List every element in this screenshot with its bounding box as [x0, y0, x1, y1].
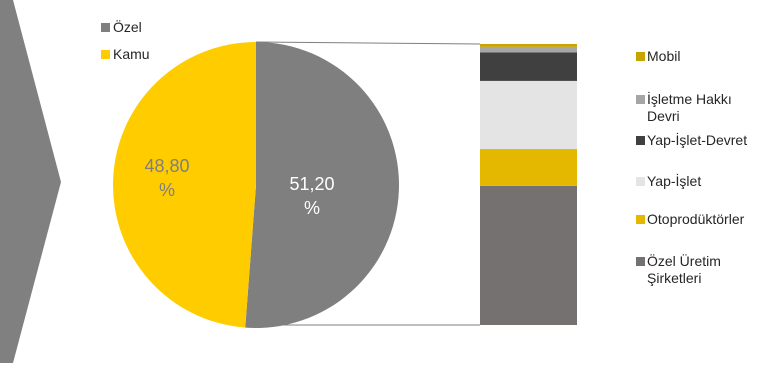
bar-segment — [480, 185, 577, 325]
legend-label: Şirketleri — [647, 270, 701, 286]
pie-data-label: 51,20 — [289, 174, 334, 194]
legend-swatch — [636, 52, 645, 61]
connector-top — [255, 41, 481, 45]
pie-data-label-unit: % — [304, 198, 320, 218]
pie-chart: 51,20% 48,80% — [112, 42, 399, 328]
legend-label: Otoprodüktörler — [647, 211, 745, 227]
legend-swatch — [636, 215, 645, 224]
legend-label: Mobil — [647, 48, 680, 64]
legend-label: Özel Üretim — [647, 252, 721, 269]
pie-slice-kamu — [112, 42, 256, 328]
legend-label: Yap-İşlet-Devret — [647, 131, 747, 148]
legend-swatch — [636, 95, 645, 104]
stacked-bar — [480, 44, 577, 325]
pie-legend: Özel Kamu — [101, 18, 150, 62]
legend-swatch — [636, 177, 645, 186]
pie-to-bar-connectors — [247, 41, 481, 326]
legend-label: Devri — [647, 108, 680, 124]
legend-label: Özel — [113, 18, 142, 35]
legend-label: İşletme Hakkı — [647, 90, 732, 107]
bar-segment — [480, 149, 577, 186]
pie-slice-ozel — [245, 42, 399, 328]
bar-segment — [480, 44, 577, 47]
arrow-chevron — [0, 0, 61, 363]
legend-label: Yap-İşlet — [647, 172, 701, 189]
legend-swatch — [101, 23, 110, 32]
pie-data-label: 48,80 — [144, 156, 189, 176]
legend-swatch — [636, 257, 645, 266]
bar-segment — [480, 80, 577, 150]
legend-swatch — [101, 50, 110, 59]
pie-data-label-unit: % — [159, 180, 175, 200]
legend-swatch — [636, 136, 645, 145]
legend-label: Kamu — [113, 46, 150, 62]
bar-segment — [480, 46, 577, 53]
bar-segment — [480, 52, 577, 81]
